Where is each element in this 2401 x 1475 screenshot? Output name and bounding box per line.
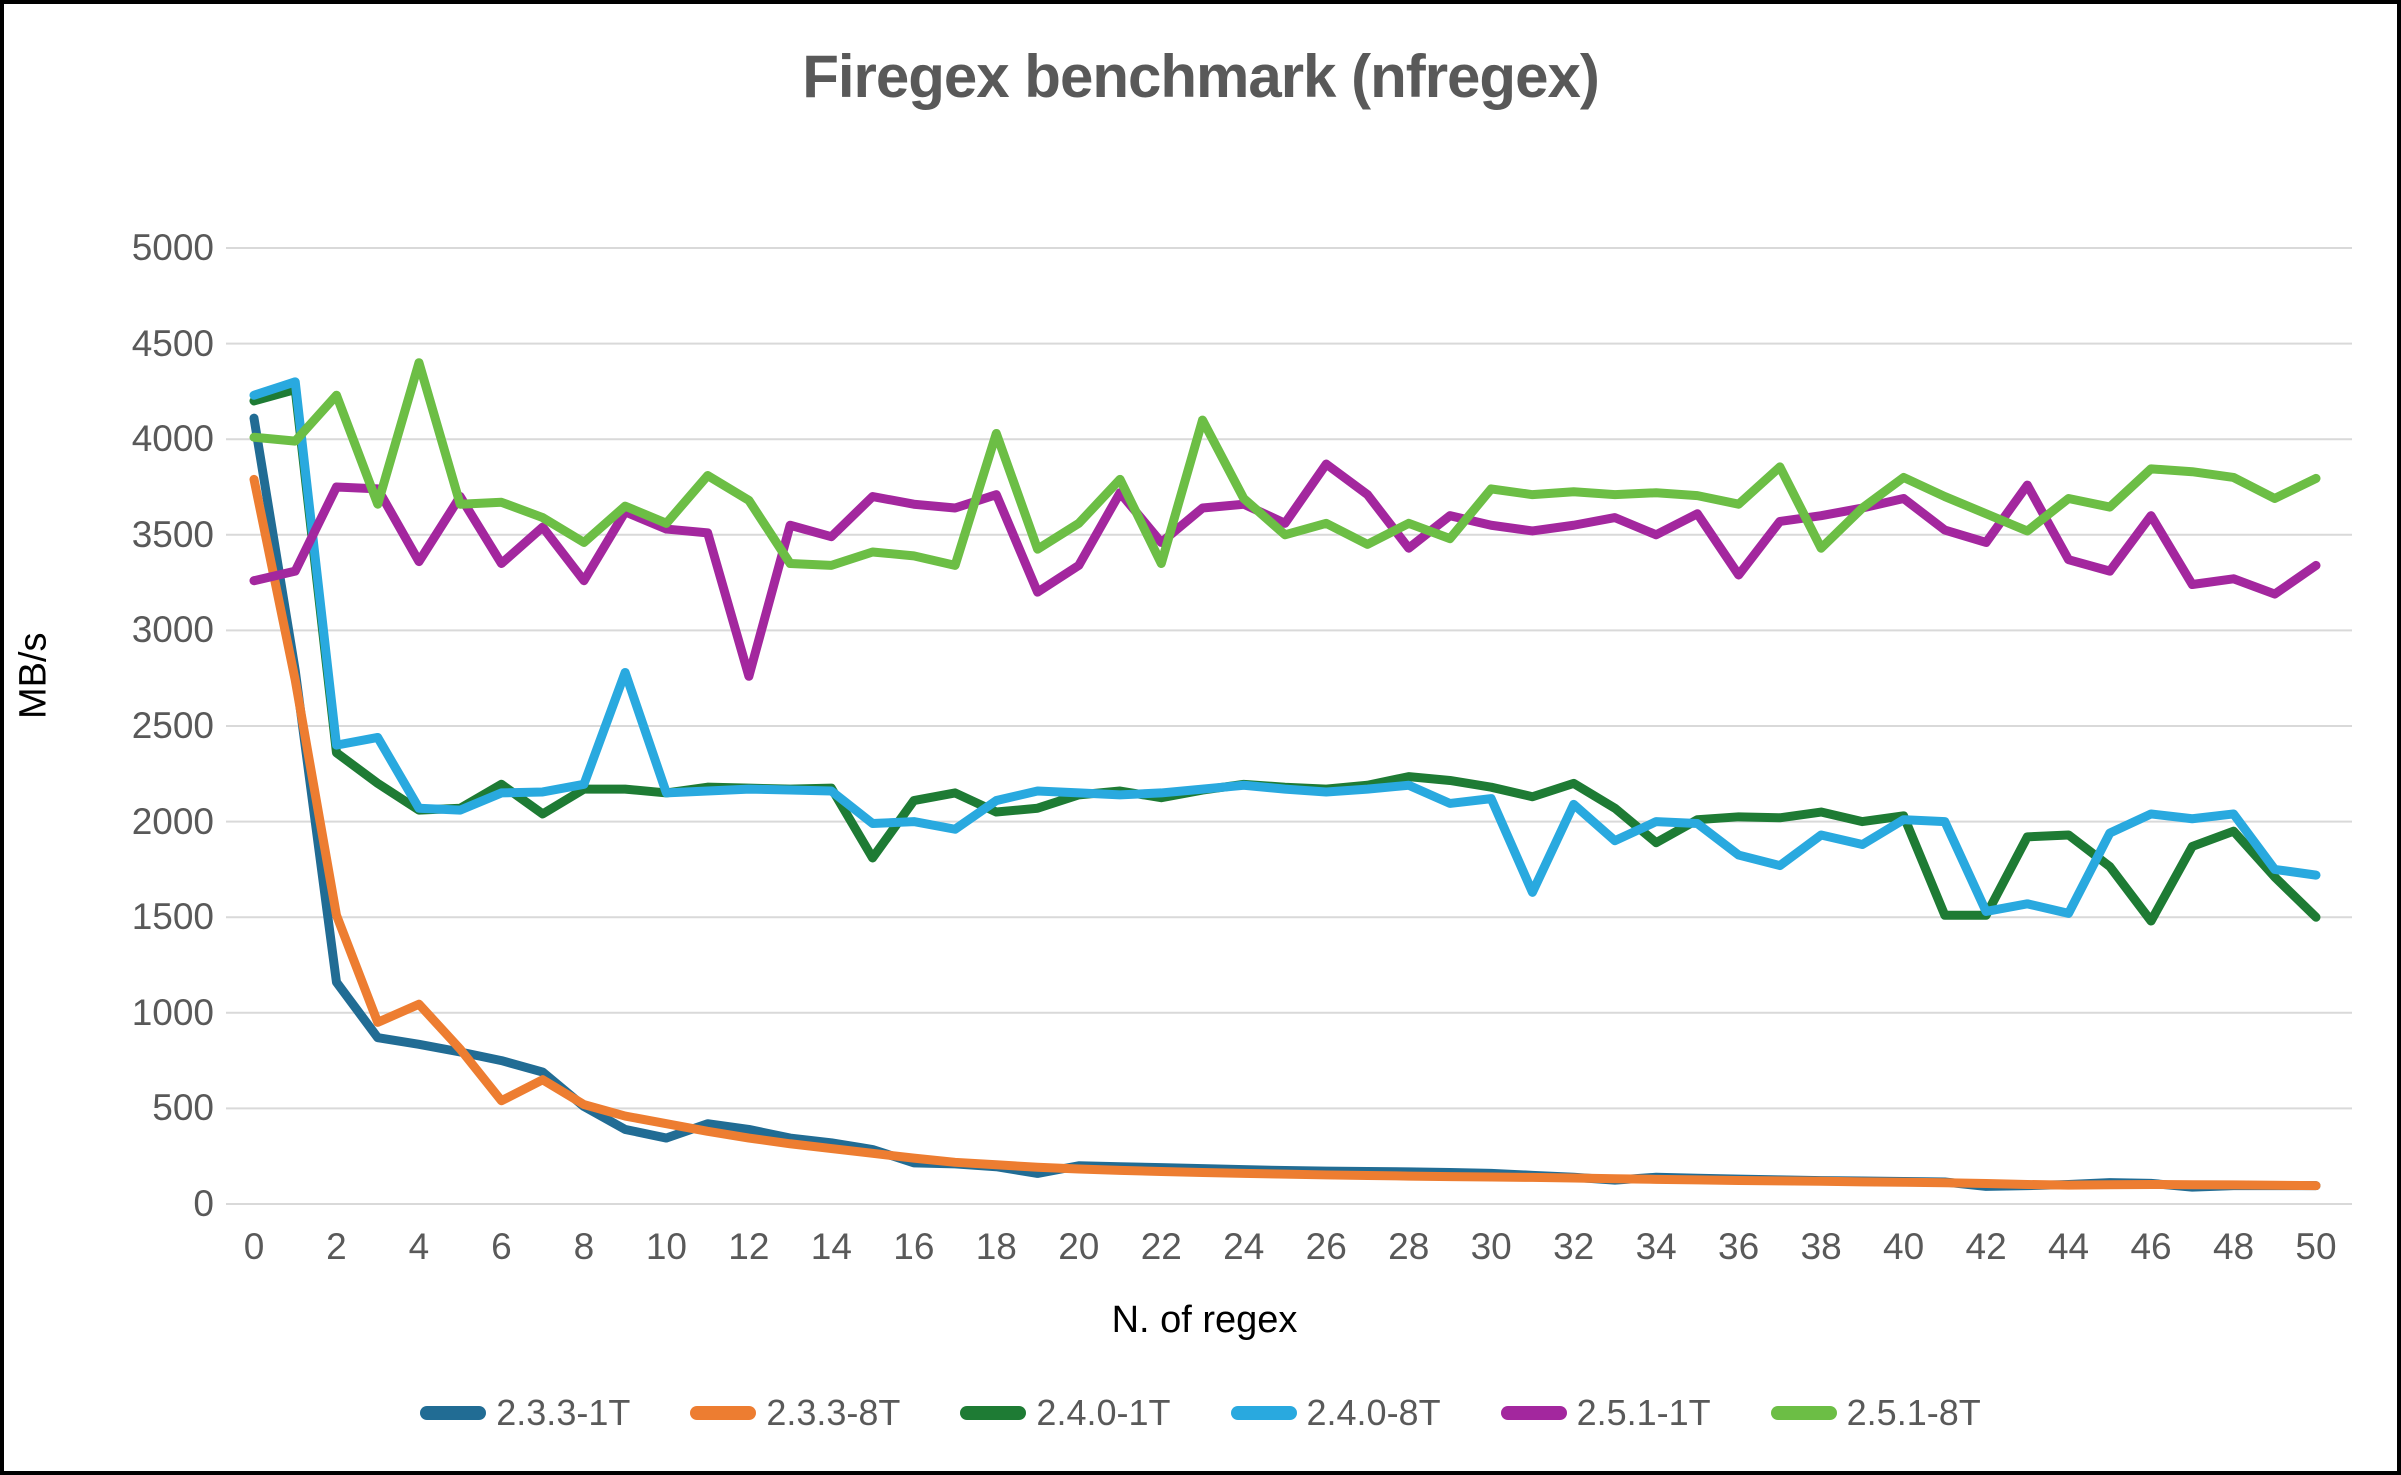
legend-swatch-icon bbox=[420, 1406, 487, 1420]
x-tick-label: 40 bbox=[1883, 1226, 1925, 1267]
x-tick-label: 36 bbox=[1718, 1226, 1760, 1267]
chart-title: Firegex benchmark (nfregex) bbox=[802, 43, 1600, 110]
x-tick-label: 10 bbox=[645, 1226, 687, 1267]
y-tick-label: 0 bbox=[193, 1183, 214, 1224]
series-line-2.5.1-1T bbox=[249, 459, 2321, 681]
x-tick-label: 6 bbox=[491, 1226, 512, 1267]
legend-label: 2.5.1-1T bbox=[1576, 1392, 1711, 1433]
legend-swatch-icon bbox=[1770, 1406, 1837, 1420]
x-tick-label: 18 bbox=[975, 1226, 1017, 1267]
x-tick-label: 50 bbox=[2295, 1226, 2337, 1267]
y-tick-label: 500 bbox=[152, 1087, 214, 1129]
x-tick-label: 16 bbox=[893, 1226, 935, 1267]
y-tick-label: 1500 bbox=[131, 896, 214, 938]
x-tick-label: 26 bbox=[1305, 1226, 1347, 1267]
x-axis-title: N. of regex bbox=[1111, 1299, 1298, 1341]
legend-item-2.3.3-8T: 2.3.3-8T bbox=[690, 1392, 900, 1434]
x-tick-label: 46 bbox=[2130, 1226, 2172, 1267]
legend-label: 2.3.3-8T bbox=[766, 1392, 901, 1433]
series-line-2.3.3-8T bbox=[249, 474, 2321, 1191]
x-tick-label: 32 bbox=[1553, 1226, 1595, 1267]
y-tick-label: 2000 bbox=[131, 800, 214, 842]
legend-item-2.3.3-1T: 2.3.3-1T bbox=[420, 1392, 630, 1434]
legend-label: 2.4.0-8T bbox=[1306, 1392, 1441, 1433]
x-tick-label: 34 bbox=[1635, 1226, 1677, 1267]
benchmark-line-chart bbox=[226, 247, 2352, 1205]
x-tick-label: 8 bbox=[573, 1226, 595, 1267]
legend-label: 2.4.0-1T bbox=[1036, 1392, 1171, 1433]
legend-item-2.5.1-8T: 2.5.1-8T bbox=[1770, 1392, 1981, 1434]
y-tick-label: 4500 bbox=[131, 322, 214, 364]
series-line-2.4.0-1T bbox=[249, 384, 2321, 926]
y-axis-title: MB/s bbox=[12, 632, 55, 719]
chart-legend: 2.3.3-1T 2.3.3-8T 2.4.0-1T 2.4.0-8T 2.5.1-1T… bbox=[4, 1392, 2397, 1434]
x-tick-label: 12 bbox=[728, 1226, 770, 1267]
x-tick-label: 20 bbox=[1058, 1226, 1100, 1267]
y-tick-label: 1000 bbox=[131, 991, 214, 1033]
y-tick-label: 3500 bbox=[131, 513, 214, 555]
x-tick-label: 24 bbox=[1223, 1226, 1265, 1267]
x-tick-label: 30 bbox=[1470, 1226, 1512, 1267]
x-tick-label: 44 bbox=[2047, 1226, 2090, 1267]
y-tick-label: 5000 bbox=[131, 227, 214, 268]
y-tick-label: 2500 bbox=[131, 705, 214, 746]
legend-item-2.5.1-1T: 2.5.1-1T bbox=[1500, 1392, 1711, 1434]
legend-swatch-icon bbox=[690, 1406, 757, 1420]
legend-swatch-icon bbox=[1230, 1406, 1297, 1420]
legend-label: 2.3.3-1T bbox=[496, 1392, 631, 1433]
legend-swatch-icon bbox=[960, 1406, 1027, 1420]
legend-swatch-icon bbox=[1500, 1406, 1567, 1420]
x-tick-label: 42 bbox=[1965, 1226, 2007, 1267]
series-line-2.5.1-8T bbox=[249, 358, 2321, 570]
legend-item-2.4.0-1T: 2.4.0-1T bbox=[960, 1392, 1171, 1434]
x-tick-label: 38 bbox=[1800, 1226, 1842, 1267]
y-tick-label: 4000 bbox=[131, 418, 214, 460]
x-tick-label: 22 bbox=[1140, 1226, 1182, 1267]
x-tick-label: 14 bbox=[810, 1226, 852, 1267]
x-tick-label: 0 bbox=[243, 1226, 265, 1267]
x-tick-label: 28 bbox=[1388, 1226, 1430, 1267]
legend-item-2.4.0-8T: 2.4.0-8T bbox=[1230, 1392, 1441, 1434]
series-line-2.4.0-8T bbox=[249, 377, 2321, 918]
legend-label: 2.5.1-8T bbox=[1846, 1392, 1981, 1433]
y-tick-label: 3000 bbox=[131, 609, 214, 651]
x-tick-label: 2 bbox=[326, 1226, 347, 1267]
x-tick-label: 48 bbox=[2212, 1226, 2255, 1267]
x-tick-label: 4 bbox=[408, 1226, 430, 1267]
